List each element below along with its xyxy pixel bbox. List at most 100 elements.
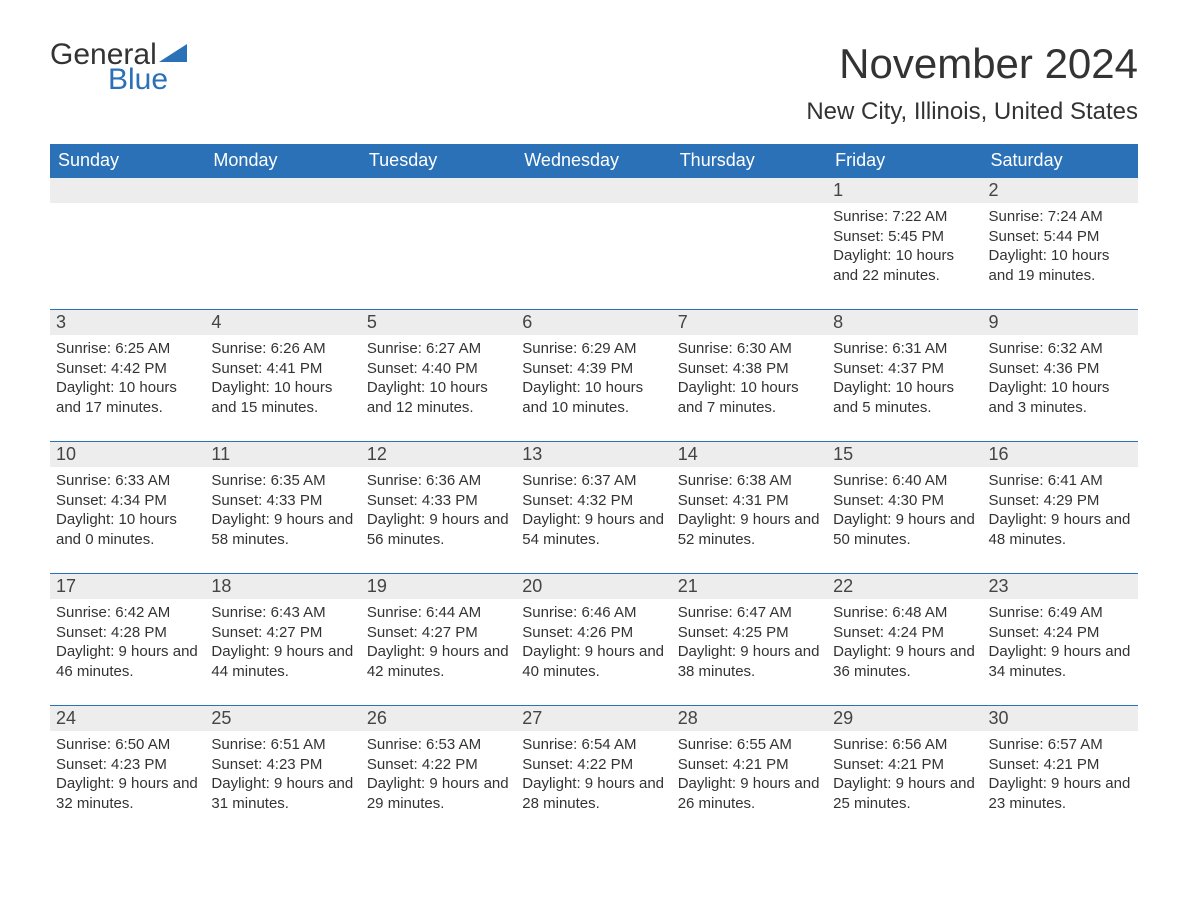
sunrise: Sunrise: 6:57 AM xyxy=(989,735,1132,755)
calendar-cell: 16Sunrise: 6:41 AMSunset: 4:29 PMDayligh… xyxy=(983,441,1138,573)
day-number: 16 xyxy=(983,441,1138,467)
daylight: Daylight: 9 hours and 46 minutes. xyxy=(56,642,199,681)
daylight: Daylight: 9 hours and 42 minutes. xyxy=(367,642,510,681)
calendar-cell: 1Sunrise: 7:22 AMSunset: 5:45 PMDaylight… xyxy=(827,177,982,309)
day-body: Sunrise: 6:48 AMSunset: 4:24 PMDaylight:… xyxy=(827,599,982,685)
calendar-cell: 9Sunrise: 6:32 AMSunset: 4:36 PMDaylight… xyxy=(983,309,1138,441)
calendar-cell xyxy=(205,177,360,309)
day-number: 24 xyxy=(50,705,205,731)
calendar-cell: 28Sunrise: 6:55 AMSunset: 4:21 PMDayligh… xyxy=(672,705,827,837)
sunrise: Sunrise: 6:27 AM xyxy=(367,339,510,359)
day-number: 19 xyxy=(361,573,516,599)
day-header: Monday xyxy=(205,144,360,177)
daylight: Daylight: 10 hours and 0 minutes. xyxy=(56,510,199,549)
day-number: 20 xyxy=(516,573,671,599)
daylight: Daylight: 9 hours and 40 minutes. xyxy=(522,642,665,681)
day-body: Sunrise: 7:24 AMSunset: 5:44 PMDaylight:… xyxy=(983,203,1138,289)
day-body: Sunrise: 6:25 AMSunset: 4:42 PMDaylight:… xyxy=(50,335,205,421)
sunset: Sunset: 4:24 PM xyxy=(833,623,976,643)
sunset: Sunset: 4:31 PM xyxy=(678,491,821,511)
calendar-cell: 26Sunrise: 6:53 AMSunset: 4:22 PMDayligh… xyxy=(361,705,516,837)
calendar-cell: 10Sunrise: 6:33 AMSunset: 4:34 PMDayligh… xyxy=(50,441,205,573)
day-number: 2 xyxy=(983,177,1138,203)
day-number: 26 xyxy=(361,705,516,731)
sunrise: Sunrise: 6:37 AM xyxy=(522,471,665,491)
day-number: 6 xyxy=(516,309,671,335)
day-number: 4 xyxy=(205,309,360,335)
day-number: 5 xyxy=(361,309,516,335)
day-number: 9 xyxy=(983,309,1138,335)
day-body: Sunrise: 6:41 AMSunset: 4:29 PMDaylight:… xyxy=(983,467,1138,553)
calendar-cell: 2Sunrise: 7:24 AMSunset: 5:44 PMDaylight… xyxy=(983,177,1138,309)
calendar-cell: 21Sunrise: 6:47 AMSunset: 4:25 PMDayligh… xyxy=(672,573,827,705)
daylight: Daylight: 9 hours and 29 minutes. xyxy=(367,774,510,813)
calendar-cell: 17Sunrise: 6:42 AMSunset: 4:28 PMDayligh… xyxy=(50,573,205,705)
calendar-cell: 29Sunrise: 6:56 AMSunset: 4:21 PMDayligh… xyxy=(827,705,982,837)
calendar-cell: 22Sunrise: 6:48 AMSunset: 4:24 PMDayligh… xyxy=(827,573,982,705)
day-body: Sunrise: 6:56 AMSunset: 4:21 PMDaylight:… xyxy=(827,731,982,817)
daylight: Daylight: 10 hours and 12 minutes. xyxy=(367,378,510,417)
sunrise: Sunrise: 6:49 AM xyxy=(989,603,1132,623)
day-header: Saturday xyxy=(983,144,1138,177)
day-body: Sunrise: 6:54 AMSunset: 4:22 PMDaylight:… xyxy=(516,731,671,817)
day-number: 14 xyxy=(672,441,827,467)
day-number: 25 xyxy=(205,705,360,731)
sunset: Sunset: 4:32 PM xyxy=(522,491,665,511)
day-body: Sunrise: 6:47 AMSunset: 4:25 PMDaylight:… xyxy=(672,599,827,685)
calendar-cell: 7Sunrise: 6:30 AMSunset: 4:38 PMDaylight… xyxy=(672,309,827,441)
daylight: Daylight: 10 hours and 22 minutes. xyxy=(833,246,976,285)
calendar-cell: 14Sunrise: 6:38 AMSunset: 4:31 PMDayligh… xyxy=(672,441,827,573)
sunset: Sunset: 5:45 PM xyxy=(833,227,976,247)
sunrise: Sunrise: 6:35 AM xyxy=(211,471,354,491)
day-body: Sunrise: 6:55 AMSunset: 4:21 PMDaylight:… xyxy=(672,731,827,817)
day-body: Sunrise: 6:27 AMSunset: 4:40 PMDaylight:… xyxy=(361,335,516,421)
empty-day-bar xyxy=(361,177,516,203)
day-header: Friday xyxy=(827,144,982,177)
sunset: Sunset: 4:39 PM xyxy=(522,359,665,379)
daylight: Daylight: 9 hours and 38 minutes. xyxy=(678,642,821,681)
logo-word2: Blue xyxy=(108,65,187,95)
calendar-cell: 30Sunrise: 6:57 AMSunset: 4:21 PMDayligh… xyxy=(983,705,1138,837)
calendar-cell xyxy=(50,177,205,309)
calendar-cell: 18Sunrise: 6:43 AMSunset: 4:27 PMDayligh… xyxy=(205,573,360,705)
empty-day-bar xyxy=(205,177,360,203)
sunrise: Sunrise: 6:51 AM xyxy=(211,735,354,755)
sunrise: Sunrise: 6:31 AM xyxy=(833,339,976,359)
calendar-cell: 24Sunrise: 6:50 AMSunset: 4:23 PMDayligh… xyxy=(50,705,205,837)
day-number: 21 xyxy=(672,573,827,599)
logo: General Blue xyxy=(50,40,187,95)
calendar-cell: 11Sunrise: 6:35 AMSunset: 4:33 PMDayligh… xyxy=(205,441,360,573)
empty-day-bar xyxy=(50,177,205,203)
sunset: Sunset: 4:29 PM xyxy=(989,491,1132,511)
calendar-cell: 6Sunrise: 6:29 AMSunset: 4:39 PMDaylight… xyxy=(516,309,671,441)
daylight: Daylight: 9 hours and 25 minutes. xyxy=(833,774,976,813)
sunset: Sunset: 4:24 PM xyxy=(989,623,1132,643)
sunrise: Sunrise: 7:22 AM xyxy=(833,207,976,227)
sunset: Sunset: 4:41 PM xyxy=(211,359,354,379)
sunrise: Sunrise: 6:32 AM xyxy=(989,339,1132,359)
calendar-cell: 27Sunrise: 6:54 AMSunset: 4:22 PMDayligh… xyxy=(516,705,671,837)
day-header: Sunday xyxy=(50,144,205,177)
day-body: Sunrise: 6:36 AMSunset: 4:33 PMDaylight:… xyxy=(361,467,516,553)
daylight: Daylight: 10 hours and 15 minutes. xyxy=(211,378,354,417)
day-body: Sunrise: 6:51 AMSunset: 4:23 PMDaylight:… xyxy=(205,731,360,817)
day-body: Sunrise: 6:32 AMSunset: 4:36 PMDaylight:… xyxy=(983,335,1138,421)
sunset: Sunset: 4:30 PM xyxy=(833,491,976,511)
sunrise: Sunrise: 6:38 AM xyxy=(678,471,821,491)
day-number: 17 xyxy=(50,573,205,599)
sunset: Sunset: 4:37 PM xyxy=(833,359,976,379)
sunrise: Sunrise: 6:44 AM xyxy=(367,603,510,623)
calendar-cell: 13Sunrise: 6:37 AMSunset: 4:32 PMDayligh… xyxy=(516,441,671,573)
empty-day-bar xyxy=(672,177,827,203)
calendar-header-row: SundayMondayTuesdayWednesdayThursdayFrid… xyxy=(50,144,1138,177)
sunrise: Sunrise: 6:42 AM xyxy=(56,603,199,623)
day-body: Sunrise: 6:35 AMSunset: 4:33 PMDaylight:… xyxy=(205,467,360,553)
day-header: Thursday xyxy=(672,144,827,177)
daylight: Daylight: 10 hours and 17 minutes. xyxy=(56,378,199,417)
day-body: Sunrise: 6:50 AMSunset: 4:23 PMDaylight:… xyxy=(50,731,205,817)
header: General Blue November 2024 New City, Ill… xyxy=(50,40,1138,134)
day-body: Sunrise: 7:22 AMSunset: 5:45 PMDaylight:… xyxy=(827,203,982,289)
sunset: Sunset: 4:33 PM xyxy=(367,491,510,511)
sunrise: Sunrise: 6:33 AM xyxy=(56,471,199,491)
sunrise: Sunrise: 6:36 AM xyxy=(367,471,510,491)
